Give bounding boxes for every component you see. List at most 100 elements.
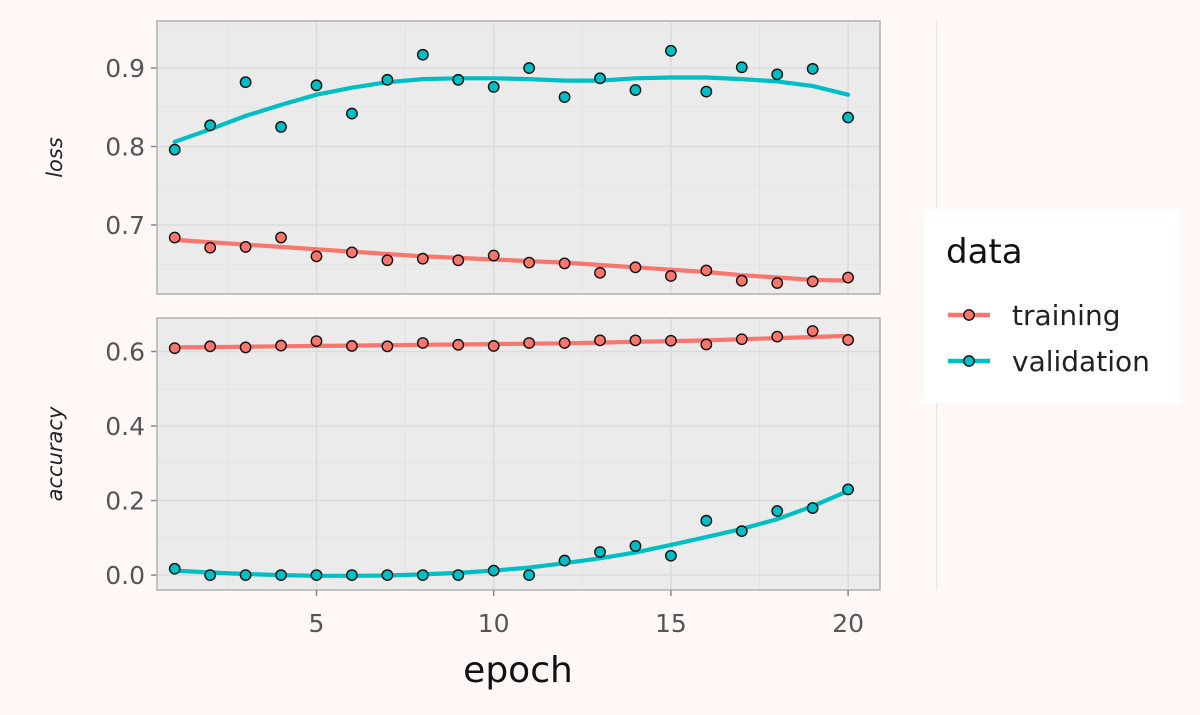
accuracy-validation-point [629, 540, 642, 552]
loss-training-point [310, 250, 323, 263]
accuracy-validation-point [735, 525, 748, 538]
accuracy-panel-background [157, 318, 880, 590]
loss-training-point [523, 256, 536, 269]
legend: data training validation [924, 209, 1181, 403]
loss-panel-border [156, 20, 881, 295]
accuracy-validation-point [275, 569, 287, 581]
accuracy-validation-point [700, 514, 713, 527]
loss-validation-point [204, 119, 217, 132]
y-tick-label: 0.0 [105, 561, 145, 590]
accuracy-training-point [452, 338, 465, 351]
legend-label-training: training [1012, 299, 1120, 332]
accuracy-training-point [239, 341, 252, 354]
y-tick-label: 0.7 [105, 211, 145, 240]
accuracy-validation-point [452, 569, 465, 581]
loss-training-point [204, 241, 217, 254]
loss-validation-point [700, 85, 713, 98]
loss-training-point [664, 270, 677, 282]
accuracy-training-point [806, 325, 819, 337]
accuracy-training-point [346, 340, 358, 352]
loss-strip-label: loss [43, 137, 67, 178]
accuracy-validation-point [168, 562, 181, 575]
accuracy-validation-point [381, 569, 394, 581]
y-tick-label: 0.9 [105, 54, 145, 83]
loss-validation-point [629, 84, 642, 96]
loss-validation-point [664, 44, 677, 57]
y-tick-label: 0.6 [105, 338, 145, 367]
loss-panel: 0.7 0.8 0.9 loss [43, 20, 938, 295]
x-axis-title: epoch [463, 650, 573, 691]
accuracy-training-point [664, 334, 677, 347]
accuracy-panel: 0.0 0.2 0.4 0.6 accuracy [43, 317, 938, 591]
loss-training-point [806, 275, 819, 288]
y-tick-label: 0.8 [105, 133, 145, 162]
loss-validation-point [452, 73, 465, 86]
accuracy-validation-point [310, 569, 323, 581]
loss-training-point [275, 231, 287, 244]
loss-validation-point [842, 111, 855, 124]
loss-validation-point [594, 72, 606, 85]
accuracy-training-point [558, 337, 571, 349]
accuracy-validation-point [239, 569, 252, 581]
accuracy-training-point [381, 340, 394, 353]
loss-training-point [346, 246, 358, 259]
loss-training-point [487, 249, 500, 262]
y-tick-label: 0.4 [105, 412, 145, 441]
loss-training-point [842, 271, 855, 284]
x-tick-label: 10 [478, 609, 510, 638]
loss-training-point [558, 257, 571, 270]
accuracy-validation-point [771, 505, 784, 517]
accuracy-validation-point [842, 483, 855, 496]
loss-validation-point [735, 61, 748, 74]
loss-validation-trend-line [172, 75, 851, 144]
accuracy-training-point [700, 338, 713, 351]
loss-validation-point [381, 73, 394, 86]
loss-training-point [629, 261, 642, 274]
loss-panel-background [157, 21, 880, 294]
accuracy-training-point [310, 335, 323, 348]
accuracy-validation-point [558, 554, 571, 567]
x-tick-label: 5 [309, 609, 325, 638]
accuracy-training-point [735, 333, 748, 346]
loss-validation-point [487, 80, 500, 93]
loss-validation-point [310, 79, 323, 92]
accuracy-validation-point [594, 546, 606, 558]
accuracy-validation-point [806, 502, 819, 514]
legend-title: data [946, 232, 1023, 272]
accuracy-validation-point [204, 569, 217, 581]
accuracy-training-point [523, 337, 536, 349]
accuracy-training-point [204, 340, 217, 353]
accuracy-training-point [275, 339, 287, 352]
accuracy-training-point [487, 340, 500, 352]
loss-validation-point [806, 62, 819, 75]
loss-training-point [771, 277, 784, 289]
accuracy-training-point [168, 342, 181, 355]
loss-training-point [452, 254, 465, 267]
loss-training-point [416, 252, 429, 265]
accuracy-strip-label: accuracy [43, 406, 67, 501]
accuracy-training-point [629, 334, 642, 347]
loss-training-point [168, 231, 181, 244]
accuracy-training-point [416, 337, 429, 349]
loss-validation-point [416, 48, 429, 61]
legend-key-point-validation [963, 355, 975, 367]
loss-training-point [700, 264, 713, 277]
loss-validation-point [239, 76, 252, 89]
legend-box [924, 209, 1181, 403]
loss-validation-point [558, 91, 571, 103]
y-tick-label: 0.2 [105, 487, 145, 516]
loss-validation-point [346, 107, 358, 120]
accuracy-validation-point [664, 549, 677, 562]
accuracy-training-point [594, 334, 606, 347]
x-tick-label: 15 [655, 609, 687, 638]
loss-validation-point [168, 143, 181, 156]
x-axis: 5 10 15 20 [309, 590, 864, 638]
accuracy-training-point [842, 334, 855, 346]
loss-training-point [381, 254, 394, 267]
loss-validation-point [275, 121, 287, 133]
legend-key-point-training [963, 309, 975, 321]
loss-training-point [594, 266, 606, 279]
loss-training-point [735, 274, 748, 287]
